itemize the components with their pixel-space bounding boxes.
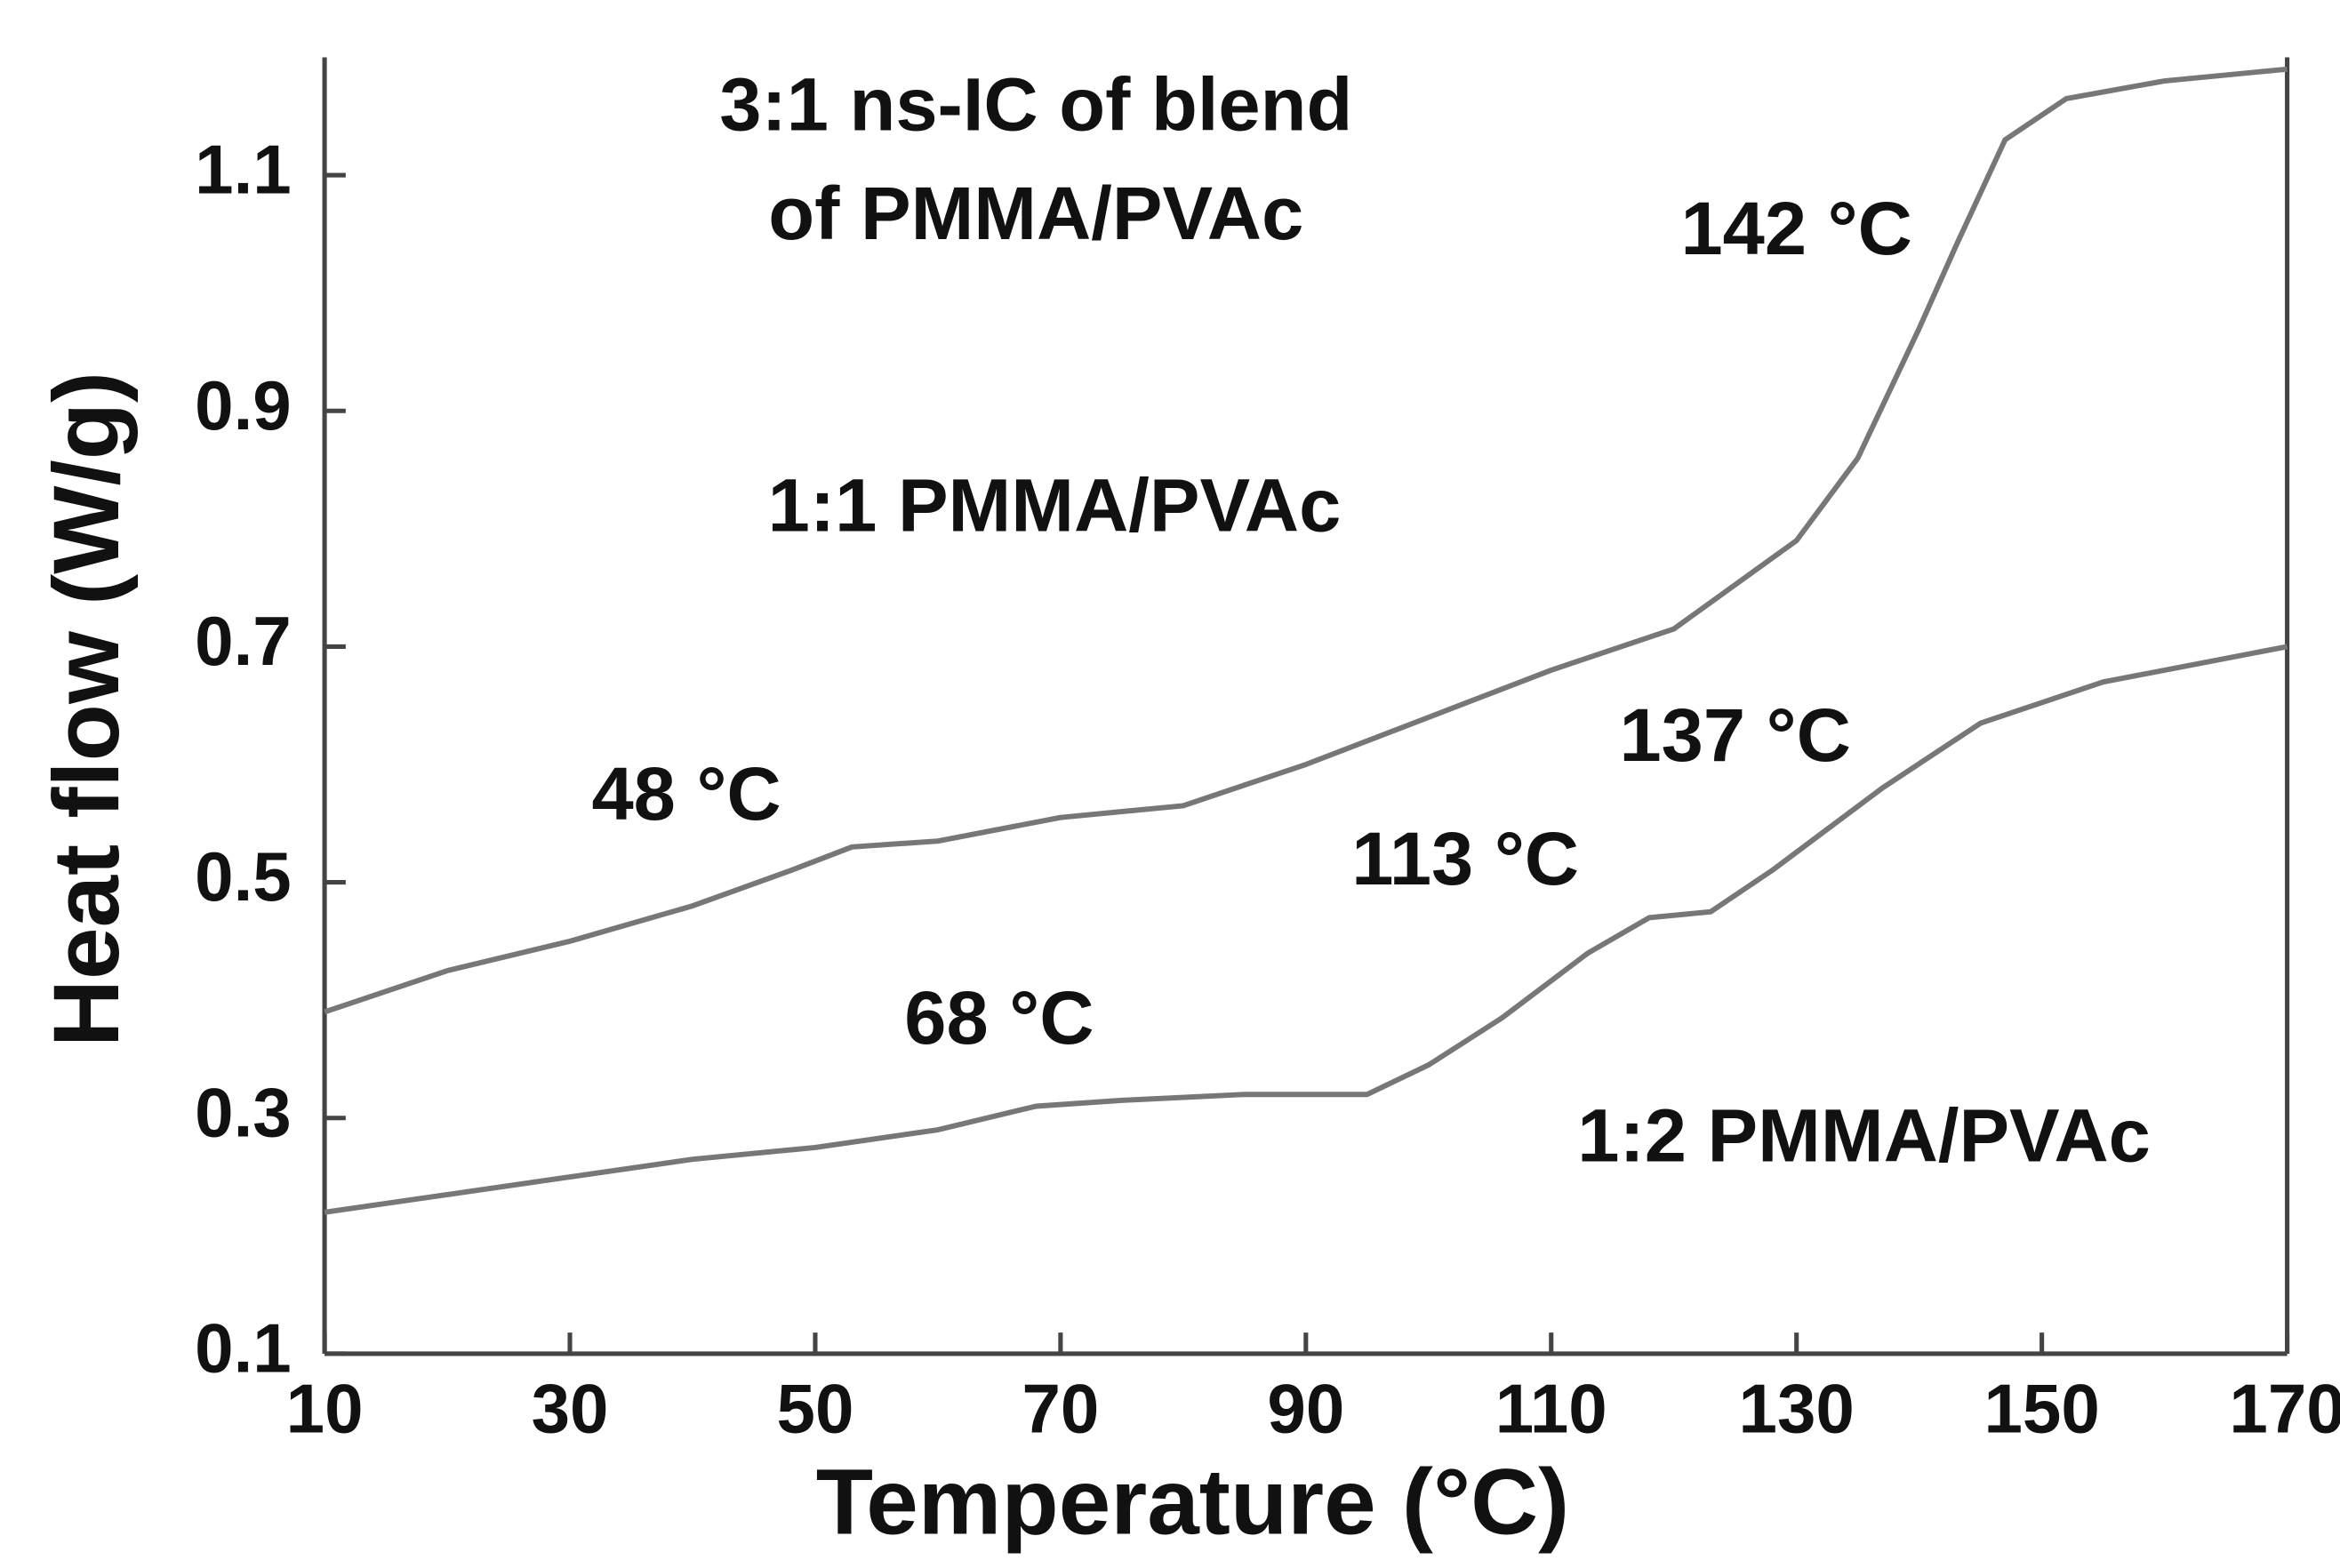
annotation: 113 °C (1351, 816, 1579, 900)
y-tick-label: 0.7 (195, 602, 292, 680)
x-tick-label: 150 (1983, 1369, 2099, 1447)
x-tick-label: 70 (1022, 1369, 1099, 1447)
x-tick-label: 10 (286, 1369, 364, 1447)
y-tick-label: 1.1 (195, 131, 292, 209)
annotation: 48 °C (591, 751, 781, 836)
annotation: 1:1 PMMA/PVAc (768, 462, 1342, 547)
y-tick-label: 0.9 (195, 366, 292, 444)
x-tick-label: 130 (1739, 1369, 1855, 1447)
annotation: 137 °C (1619, 692, 1850, 777)
data-line (324, 644, 2288, 1215)
y-axis-label: Heat flow (W/g) (35, 372, 139, 1047)
annotation: 1:2 PMMA/PVAc (1577, 1093, 2151, 1178)
y-tick-label: 0.3 (195, 1073, 292, 1151)
annotation: 3:1 ns-IC of blend (719, 62, 1352, 147)
y-tick-label: 0.1 (195, 1309, 292, 1388)
annotation: 142 °C (1680, 186, 1911, 270)
annotation: 68 °C (904, 975, 1094, 1060)
x-tick-label: 170 (2229, 1369, 2340, 1447)
x-tick-label: 90 (1267, 1369, 1344, 1447)
annotation: of PMMA/PVAc (768, 171, 1303, 255)
data-line (324, 66, 2288, 1015)
x-tick-label: 30 (532, 1369, 609, 1447)
x-tick-label: 110 (1495, 1369, 1607, 1447)
x-tick-label: 50 (777, 1369, 854, 1447)
x-axis-label: Temperature (°C) (816, 1451, 1569, 1555)
y-tick-label: 0.5 (195, 837, 292, 916)
